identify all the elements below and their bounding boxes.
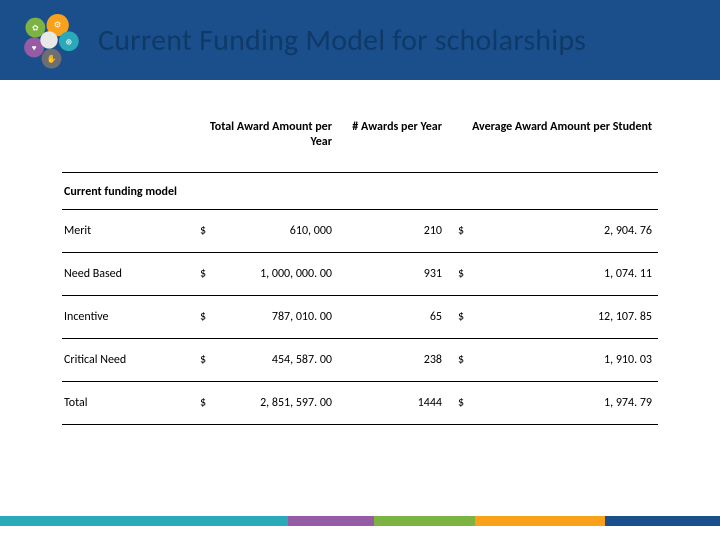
table-row: Need Based$1, 000, 000. 00931$1, 074. 11	[62, 253, 658, 296]
funding-table: Total Award Amount per Year # Awards per…	[62, 116, 658, 425]
column-header-total: Total Award Amount per Year	[190, 116, 338, 173]
footer-color-bar	[0, 516, 720, 526]
footer-segment	[475, 516, 605, 526]
cell-awards: 238	[338, 339, 448, 382]
section-label: Current funding model	[62, 173, 658, 210]
cell-total: $454, 587. 00	[190, 339, 338, 382]
page-title: Current Funding Model for scholarships	[98, 22, 586, 59]
cell-awards: 931	[338, 253, 448, 296]
cell-average: $1, 074. 11	[448, 253, 658, 296]
svg-text:✿: ✿	[32, 24, 39, 34]
cell-average: $2, 904. 76	[448, 210, 658, 253]
row-label: Merit	[62, 210, 190, 253]
cell-total: $787, 010. 00	[190, 296, 338, 339]
table-row: Merit$610, 000210$2, 904. 76	[62, 210, 658, 253]
column-header-average: Average Award Amount per Student	[448, 116, 658, 173]
row-label: Total	[62, 382, 190, 425]
column-header-awards: # Awards per Year	[338, 116, 448, 173]
slide-header: ⚙ ⊕ ✿ ♥ ✋ Current Funding Model for scho…	[0, 0, 720, 80]
svg-text:✋: ✋	[46, 54, 56, 65]
cell-total: $2, 851, 597. 00	[190, 382, 338, 425]
svg-text:♥: ♥	[32, 44, 37, 54]
cell-awards: 1444	[338, 382, 448, 425]
row-label: Critical Need	[62, 339, 190, 382]
logo-icon: ⚙ ⊕ ✿ ♥ ✋	[18, 9, 80, 71]
funding-table-container: Total Award Amount per Year # Awards per…	[0, 80, 720, 425]
cell-average: $1, 974. 79	[448, 382, 658, 425]
table-row: Critical Need$454, 587. 00238$1, 910. 03	[62, 339, 658, 382]
cell-average: $12, 107. 85	[448, 296, 658, 339]
svg-text:⚙: ⚙	[54, 21, 62, 31]
svg-text:⊕: ⊕	[65, 37, 72, 47]
table-row: Total$2, 851, 597. 001444$1, 974. 79	[62, 382, 658, 425]
table-row: Incentive$787, 010. 0065$12, 107. 85	[62, 296, 658, 339]
cell-average: $1, 910. 03	[448, 339, 658, 382]
cell-total: $1, 000, 000. 00	[190, 253, 338, 296]
row-label: Incentive	[62, 296, 190, 339]
footer-segment	[374, 516, 475, 526]
cell-awards: 210	[338, 210, 448, 253]
footer-segment	[0, 516, 288, 526]
cell-total: $610, 000	[190, 210, 338, 253]
footer-segment	[605, 516, 720, 526]
footer-segment	[288, 516, 374, 526]
cell-awards: 65	[338, 296, 448, 339]
row-label: Need Based	[62, 253, 190, 296]
